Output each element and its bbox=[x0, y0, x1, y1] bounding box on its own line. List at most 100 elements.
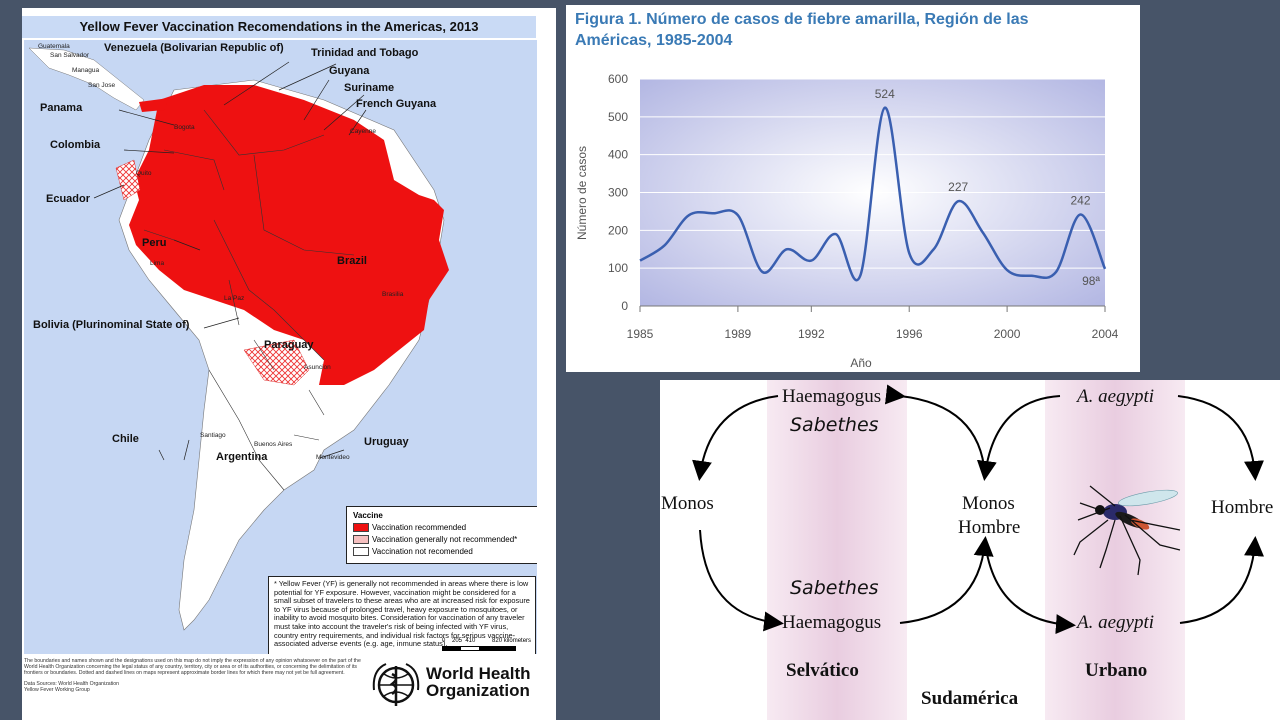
urban-band bbox=[1045, 380, 1185, 720]
y-tick-label: 600 bbox=[608, 72, 628, 86]
scale-unit: kilometers bbox=[503, 638, 532, 644]
label-uruguay: Uruguay bbox=[364, 436, 409, 448]
label-suriname: Suriname bbox=[344, 82, 395, 94]
bottom-left-vector-haemagogus: Haemagogus bbox=[782, 612, 882, 633]
label-leader-lines bbox=[93, 61, 367, 461]
top-left-vector-haemagogus: Haemagogus bbox=[782, 386, 882, 407]
legend-label: Vaccination recommended bbox=[372, 523, 467, 532]
country-borders bbox=[143, 109, 355, 491]
label-paraguay: Paraguay bbox=[264, 339, 314, 351]
city-lima: Lima bbox=[150, 260, 165, 267]
bottom-left-vector-sabethes: Sabethes bbox=[790, 577, 879, 599]
city-brasilia: Brasilia bbox=[382, 291, 404, 298]
data-label: 242 bbox=[1071, 193, 1091, 207]
city-managua: Managua bbox=[72, 67, 100, 74]
label-peru: Peru bbox=[142, 237, 167, 249]
legend-swatch-hatched bbox=[353, 535, 369, 544]
city-guatemala: Guatemala bbox=[38, 43, 70, 50]
center-host-monos: Monos bbox=[962, 493, 1015, 514]
legend-item-not-recommended: Vaccination not recomended bbox=[353, 547, 473, 556]
central-america-shape bbox=[28, 47, 145, 111]
arrow-haemagogus-to-monos-hombre bbox=[899, 536, 994, 624]
argentina-hatched-area bbox=[243, 339, 310, 386]
city-montevideo: Montevideo bbox=[316, 454, 350, 461]
series-line bbox=[639, 106, 1107, 282]
city-bogota: Bogota bbox=[174, 124, 195, 131]
data-source: Data Sources: World Health Organization bbox=[24, 680, 120, 687]
disclaimer-text: The boundaries and names shown and the d… bbox=[24, 658, 361, 677]
y-tick-label: 100 bbox=[608, 261, 628, 275]
arrow-haemagogus-to-monos bbox=[692, 395, 779, 481]
map-title: Yellow Fever Vaccination Recomendations … bbox=[22, 16, 536, 38]
line-chart: 0 100 200 300 400 500 600 1985 1989 1992 1996 2000 2… bbox=[575, 72, 1119, 370]
map-footnote: * Yellow Fever (YF) is generally not rec… bbox=[268, 576, 536, 654]
label-venezuela: Venezuela (Bolivarian Republic of) bbox=[104, 42, 284, 54]
legend-label: Vaccination generally not recommended* bbox=[372, 535, 518, 544]
sylvatic-band bbox=[767, 380, 907, 720]
panama-red-area bbox=[139, 98, 169, 112]
legend-label: Vaccination not recomended bbox=[372, 547, 473, 556]
label-bolivia: Bolivia (Plurinominal State of) bbox=[33, 319, 190, 331]
y-tick-label: 200 bbox=[608, 223, 628, 237]
scale-bar-label: 0 205 410 820 kilometers bbox=[442, 638, 531, 644]
city-la-paz: La Paz bbox=[224, 295, 245, 302]
legend-title: Vaccine bbox=[353, 511, 383, 520]
who-name-line2: Organization bbox=[426, 681, 530, 700]
label-chile: Chile bbox=[112, 433, 139, 445]
label-french-guyana: French Guyana bbox=[356, 98, 437, 110]
city-quito: Quito bbox=[136, 170, 152, 177]
label-panama: Panama bbox=[40, 102, 83, 114]
who-name: World Health Organization bbox=[426, 665, 531, 699]
legend-swatch-red bbox=[353, 523, 369, 532]
arrow-monos-hombre-to-aegypti bbox=[984, 541, 1076, 635]
region-label-sudamerica: Sudamérica bbox=[921, 688, 1019, 709]
map-disclaimer: The boundaries and names shown and the d… bbox=[24, 658, 372, 693]
x-tick-label: 2000 bbox=[994, 327, 1021, 341]
top-right-vector-aegypti: A. aegypti bbox=[1077, 386, 1155, 407]
vaccination-map-panel: Yellow Fever Vaccination Recomendations … bbox=[22, 8, 556, 720]
scale-bar bbox=[442, 646, 516, 651]
y-tick-label: 0 bbox=[621, 299, 628, 313]
data-label: 524 bbox=[875, 87, 895, 101]
arrow-aegypti-to-hombre bbox=[1177, 395, 1264, 481]
chart-title: Figura 1. Número de casos de fiebre amar… bbox=[575, 11, 1029, 49]
cycle-label-selvatico: Selvático bbox=[786, 660, 859, 681]
city-cayenne: Cayenne bbox=[350, 128, 377, 135]
data-label: 98ª bbox=[1082, 274, 1100, 288]
mosquito-icon bbox=[1073, 485, 1181, 576]
bottom-right-vector-aegypti: A. aegypti bbox=[1077, 612, 1155, 633]
city-san-jose: San Jose bbox=[88, 82, 116, 89]
label-argentina: Argentina bbox=[216, 451, 268, 463]
map-legend: Vaccine Vaccination recommended Vaccinat… bbox=[346, 506, 537, 564]
city-buenos-aires: Buenos Aires bbox=[254, 441, 293, 448]
map-area: Venezuela (Bolivarian Republic of) Trini… bbox=[24, 40, 537, 654]
y-tick-label: 500 bbox=[608, 110, 628, 124]
vaccination-recommended-area bbox=[129, 85, 449, 385]
data-label: 227 bbox=[948, 180, 968, 194]
x-tick-label: 2004 bbox=[1092, 327, 1119, 341]
yellow-fever-chart-panel: Figura 1. Número de casos de fiebre amar… bbox=[566, 5, 1140, 372]
legend-item-not-generally: Vaccination generally not recommended* bbox=[353, 535, 517, 544]
label-guyana: Guyana bbox=[329, 65, 370, 77]
city-santiago: Santiago bbox=[200, 432, 226, 439]
center-host-hombre: Hombre bbox=[958, 517, 1021, 538]
who-name-line1: World Health bbox=[426, 664, 531, 683]
x-tick-label: 1992 bbox=[798, 327, 825, 341]
top-left-vector-sabethes: Sabethes bbox=[790, 414, 879, 436]
arrow-monos-hombre-to-haemagogus bbox=[884, 384, 986, 476]
arrow-aegypti-to-monos-hombre bbox=[976, 395, 1061, 481]
transmission-cycle-panel: Haemagogus Sabethes A. aegypti Monos Mon… bbox=[660, 380, 1280, 720]
legend-swatch-white bbox=[353, 547, 369, 556]
data-source-2: Yellow Fever Working Group bbox=[24, 686, 90, 693]
label-ecuador: Ecuador bbox=[46, 193, 91, 205]
label-colombia: Colombia bbox=[50, 139, 101, 151]
cycle-label-urbano: Urbano bbox=[1085, 660, 1148, 681]
x-tick-label: 1989 bbox=[725, 327, 752, 341]
label-trinidad: Trinidad and Tobago bbox=[311, 47, 419, 59]
left-host-monos: Monos bbox=[661, 493, 714, 514]
y-tick-label: 400 bbox=[608, 148, 628, 162]
cycle-arrows bbox=[692, 384, 1265, 635]
arrow-aegypti-to-hombre-bottom bbox=[1179, 536, 1265, 624]
y-tick-label: 300 bbox=[608, 186, 628, 200]
x-tick-label: 1996 bbox=[896, 327, 923, 341]
